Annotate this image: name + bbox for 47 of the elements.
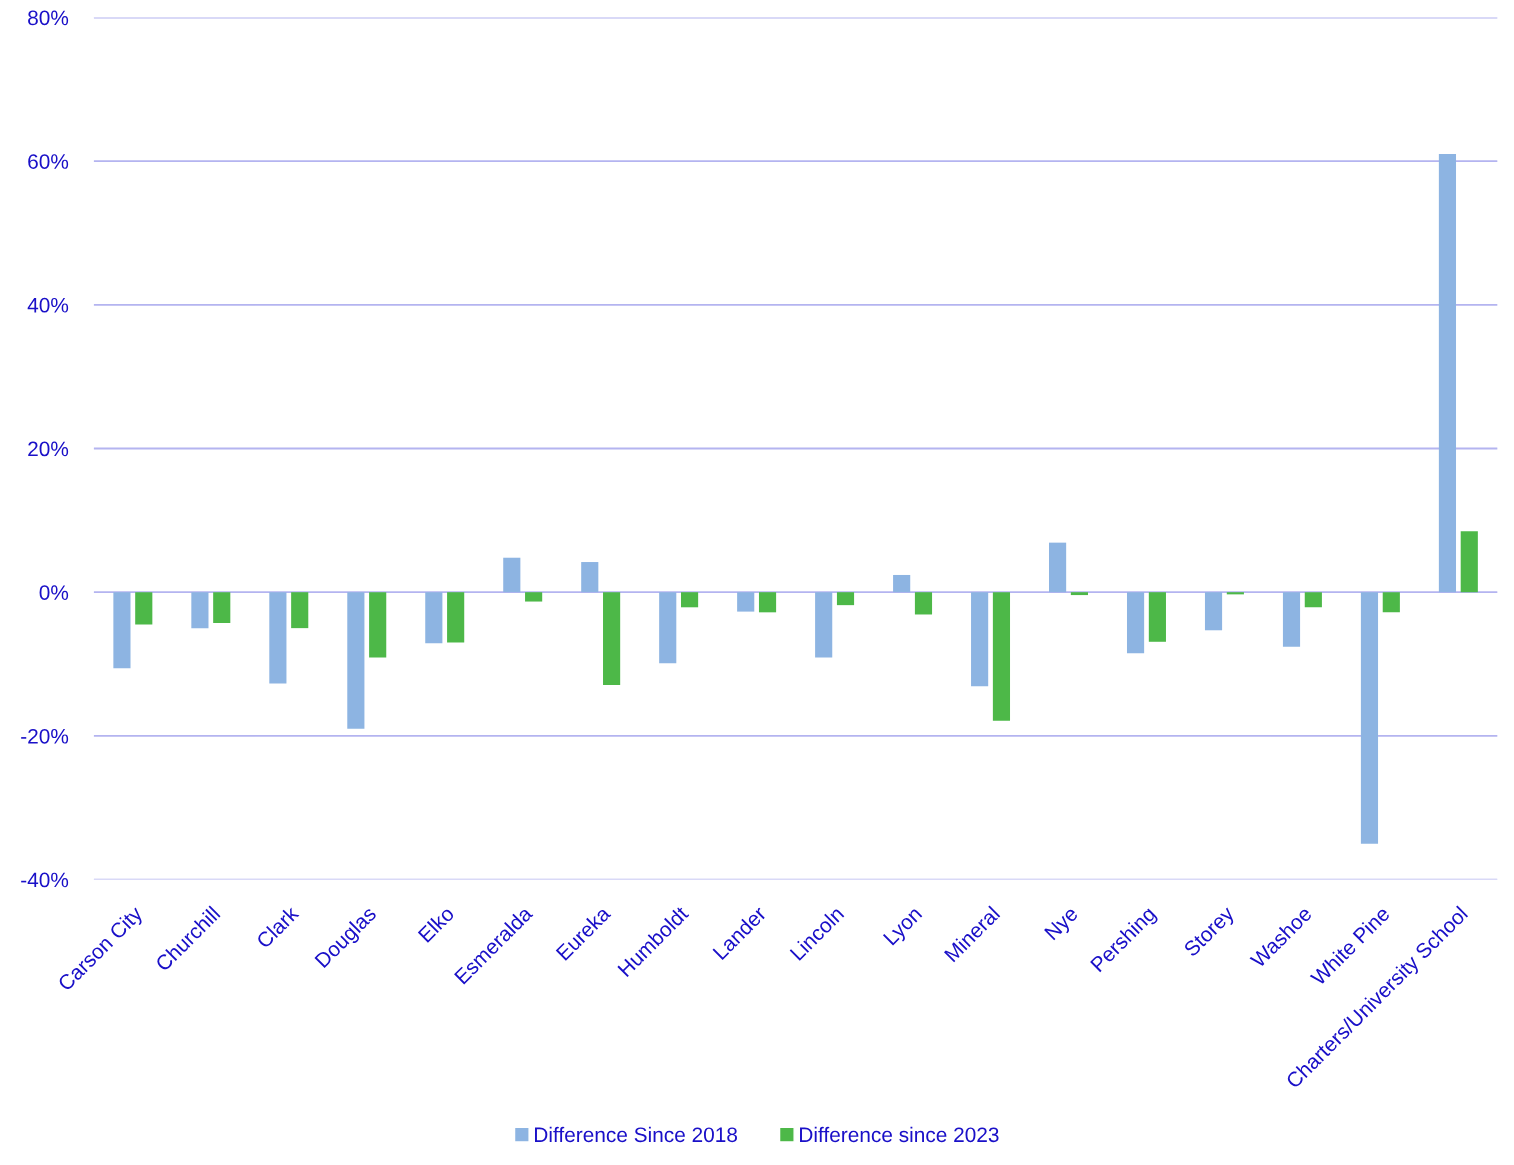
bar	[893, 574, 911, 593]
y-tick-label: 0%	[39, 585, 69, 600]
bar	[135, 592, 153, 625]
x-tick-label: Elko	[417, 905, 455, 943]
bar	[291, 592, 309, 629]
bar	[369, 592, 387, 658]
bar	[1226, 592, 1244, 595]
bar	[1070, 592, 1088, 596]
y-tick-label: 40%	[27, 297, 69, 313]
legend-label: Difference Since 2018	[535, 1126, 738, 1143]
bar	[1282, 592, 1301, 647]
bar	[581, 562, 599, 593]
bar	[1148, 592, 1166, 642]
bar	[914, 592, 933, 615]
bar	[1304, 592, 1322, 608]
bar	[1049, 542, 1067, 593]
bar	[603, 592, 621, 685]
bar	[191, 592, 209, 629]
y-tick-label: -40%	[21, 872, 69, 888]
y-tick-label: -20%	[21, 728, 69, 744]
bar	[1382, 592, 1400, 613]
legend-label: Difference since 2023	[800, 1126, 999, 1143]
bar	[447, 592, 465, 643]
bar	[113, 592, 131, 669]
bar	[836, 592, 855, 606]
bar	[525, 592, 543, 602]
bar	[347, 592, 365, 729]
bar	[425, 592, 443, 644]
bar	[503, 557, 521, 593]
bar	[992, 592, 1011, 721]
bar	[971, 592, 989, 687]
y-tick-label: 20%	[28, 441, 69, 457]
bar	[659, 592, 677, 664]
bar	[815, 592, 833, 658]
bar	[758, 592, 777, 613]
bar	[1460, 531, 1478, 593]
x-tick-label: Nye	[1044, 905, 1082, 944]
bar	[680, 592, 699, 608]
bar	[737, 592, 755, 612]
y-tick-label: 80%	[28, 10, 69, 26]
bar	[1360, 592, 1379, 844]
bar	[269, 592, 287, 684]
bar	[1126, 592, 1145, 654]
bar	[1438, 153, 1457, 593]
bar	[213, 592, 231, 624]
bar	[1204, 592, 1223, 631]
y-tick-label: 60%	[28, 154, 69, 169]
